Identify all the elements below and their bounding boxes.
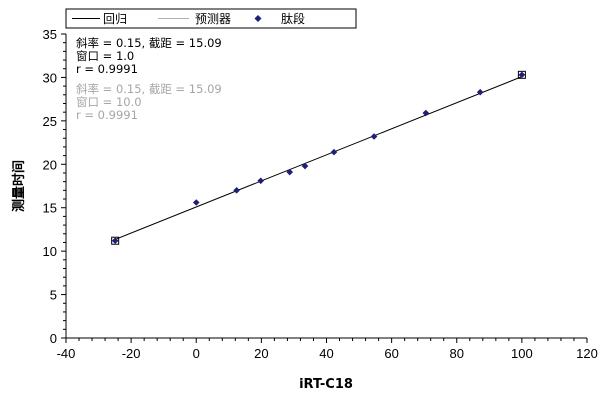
legend-predictor-label: 预测器 [195, 12, 231, 26]
x-tick-label: 0 [193, 346, 200, 361]
legend-box [65, 8, 357, 29]
regression-r: r = 0.9991 [76, 62, 138, 76]
plot-area [65, 34, 587, 339]
legend-regression-label: 回归 [103, 12, 127, 26]
x-tick-label: -20 [122, 346, 141, 361]
peptide-point [370, 133, 378, 140]
legend-peptide-label: 肽段 [281, 11, 305, 26]
x-tick-label: 120 [576, 346, 598, 361]
y-axis-title: 测量时间 [11, 160, 27, 212]
outlier-markers [111, 70, 526, 245]
peptide-point [330, 148, 338, 156]
minor-ticks [63, 42, 575, 341]
outlier-box [517, 70, 526, 79]
y-tick-label: 15 [43, 201, 57, 216]
major-ticks [61, 33, 588, 343]
y-tick-label: 10 [43, 244, 57, 259]
peptide-point [476, 88, 484, 96]
peptide-points [111, 71, 526, 245]
predictor-r: r = 0.9991 [76, 108, 138, 122]
y-tick-labels: 0 5 10 15 20 25 30 35 [43, 27, 57, 346]
x-tick-labels: -40 -20 0 20 40 60 80 100 120 [57, 346, 598, 361]
predictor-annotation: 斜率 = 0.15, 截距 = 15.09 窗口 = 10.0 r = 0.99… [76, 82, 222, 122]
outlier-box [111, 236, 120, 245]
regression-window: 窗口 = 1.0 [76, 49, 134, 63]
x-tick-label: 20 [254, 346, 268, 361]
predictor-slope-intercept: 斜率 = 0.15, 截距 = 15.09 [76, 82, 222, 96]
peptide-point [233, 187, 240, 194]
x-tick-label: 60 [384, 346, 398, 361]
y-tick-label: 20 [43, 157, 57, 172]
y-tick-label: 35 [43, 27, 57, 42]
peptide-point [111, 237, 119, 245]
x-tick-label: 40 [319, 346, 333, 361]
y-tick-label: 25 [43, 114, 57, 129]
regression-slope-intercept: 斜率 = 0.15, 截距 = 15.09 [76, 36, 222, 50]
peptide-point [518, 71, 526, 79]
peptide-point [192, 199, 200, 206]
legend: 回归 预测器 肽段 [65, 8, 357, 29]
legend-peptide-marker [254, 15, 262, 22]
regression-line [114, 76, 523, 240]
x-axis-title: iRT-C18 [299, 377, 353, 392]
predictor-window: 窗口 = 10.0 [76, 95, 142, 109]
peptide-point [286, 168, 294, 176]
y-tick-label: 5 [50, 288, 57, 303]
x-tick-label: -40 [57, 346, 76, 361]
peptide-point [301, 162, 309, 170]
regression-annotation: 斜率 = 0.15, 截距 = 15.09 窗口 = 1.0 r = 0.999… [76, 36, 222, 76]
peptide-point [422, 109, 430, 117]
y-tick-label: 30 [43, 70, 57, 85]
x-tick-label: 80 [450, 346, 464, 361]
peptide-point [257, 177, 265, 185]
y-tick-label: 0 [50, 331, 57, 346]
x-tick-label: 100 [511, 346, 533, 361]
